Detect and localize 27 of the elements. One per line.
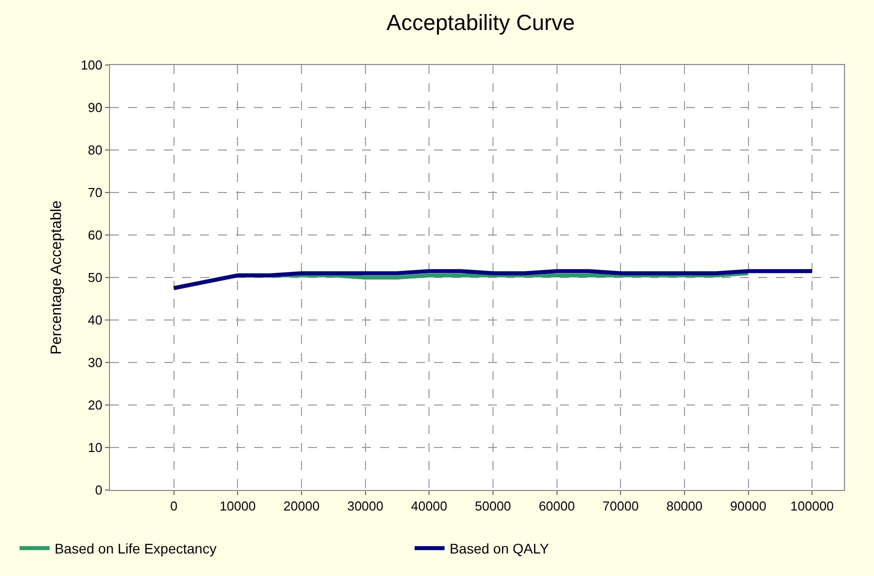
legend-label: Based on QALY xyxy=(450,540,550,557)
x-tick-label: 50000 xyxy=(474,498,512,514)
y-axis-title: Percentage Acceptable xyxy=(48,200,65,355)
x-tick-label: 100000 xyxy=(790,498,834,514)
y-tick-label: 40 xyxy=(88,312,102,328)
y-tick-label: 90 xyxy=(88,100,102,116)
x-tick-label: 0 xyxy=(170,498,178,514)
y-tick-label: 0 xyxy=(95,482,102,498)
x-tick-label: 20000 xyxy=(283,498,320,514)
x-tick-label: 40000 xyxy=(411,498,448,514)
x-tick-label: 70000 xyxy=(602,498,639,514)
x-tick-label: 60000 xyxy=(538,498,575,514)
chart-title: Acceptability Curve xyxy=(386,10,575,35)
y-tick-label: 30 xyxy=(88,355,102,370)
x-tick-label: 10000 xyxy=(220,498,256,514)
x-tick-label: 30000 xyxy=(347,498,384,514)
y-tick-label: 10 xyxy=(88,440,102,456)
x-tick-label: 80000 xyxy=(666,498,703,514)
y-tick-label: 100 xyxy=(80,58,102,73)
legend-label: Based on Life Expectancy xyxy=(54,540,216,557)
y-tick-label: 50 xyxy=(88,270,102,286)
x-tick-label: 90000 xyxy=(730,498,766,514)
line-series xyxy=(172,269,814,290)
y-tick-label: 60 xyxy=(88,228,102,243)
y-tick-label: 20 xyxy=(88,398,102,413)
y-tick-label: 80 xyxy=(88,142,102,158)
y-tick-label: 70 xyxy=(88,185,102,200)
